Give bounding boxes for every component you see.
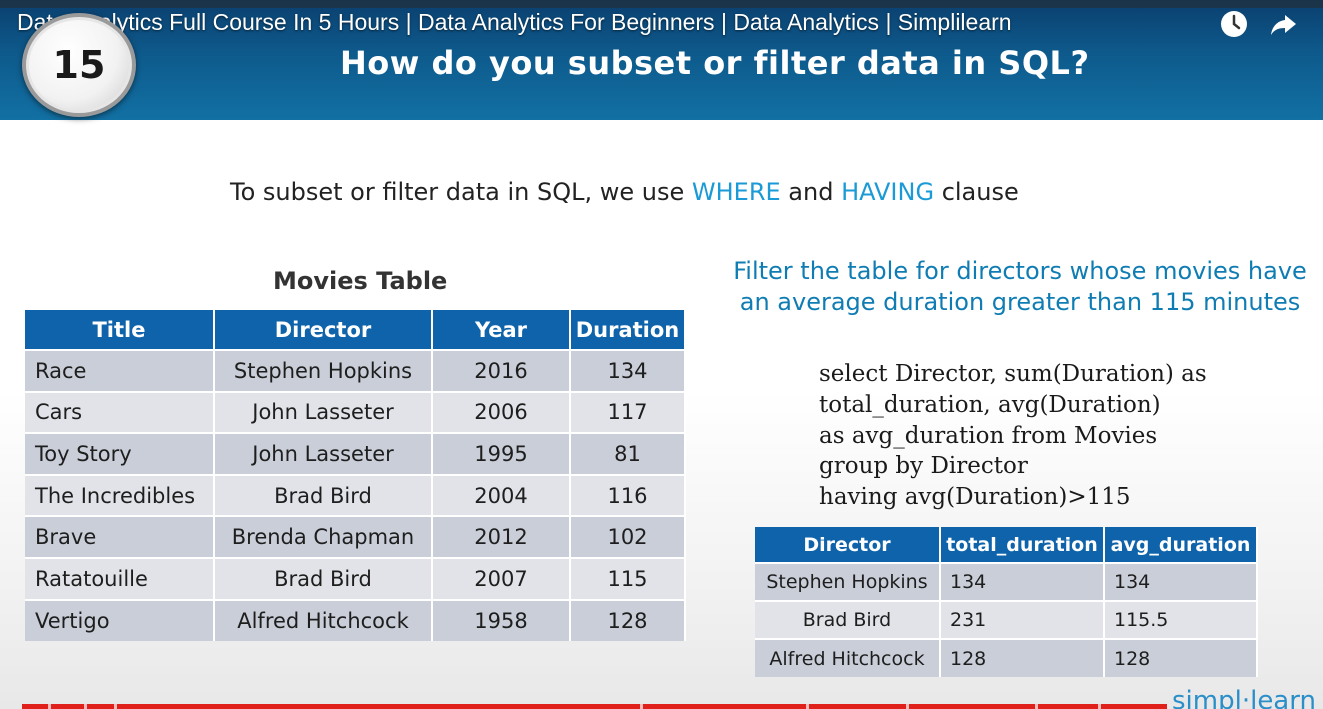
slide-title: How do you subset or filter data in SQL? [340, 44, 1090, 82]
table-row: Stephen Hopkins 134 134 [755, 562, 1258, 601]
cell-director: Stephen Hopkins [755, 562, 941, 601]
table-row: Toy Story John Lasseter 1995 81 [25, 432, 686, 475]
cell-director: Brad Bird [214, 473, 433, 517]
sql-line: select Director, sum(Duration) as [819, 361, 1207, 387]
column-header: Director [214, 310, 433, 350]
cell-year: 2004 [432, 473, 571, 517]
table-row: Alfred Hitchcock 128 128 [755, 638, 1258, 677]
share-icon[interactable] [1266, 7, 1300, 41]
cell-total-duration: 231 [940, 600, 1105, 639]
column-header: Director [755, 527, 941, 563]
chapter-marker [114, 704, 117, 709]
chapter-marker [1035, 704, 1038, 709]
cell-avg-duration: 128 [1104, 638, 1258, 677]
chapter-marker [48, 704, 51, 709]
intro-middle: and [780, 178, 842, 206]
sql-line: total_duration, avg(Duration) [819, 391, 1161, 418]
cell-year: 2006 [432, 390, 571, 434]
sql-line: group by Director [819, 453, 1028, 480]
keyword-having: HAVING [841, 178, 935, 206]
cell-director: Alfred Hitchcock [214, 598, 433, 642]
table-row: Vertigo Alfred Hitchcock 1958 128 [25, 598, 686, 642]
cell-title: Ratatouille [25, 556, 215, 600]
cell-title: Cars [25, 390, 215, 434]
cell-year: 2012 [432, 515, 571, 558]
cell-year: 1958 [432, 598, 571, 642]
sql-query: select Director, sum(Duration) as total_d… [819, 359, 1207, 513]
result-header-row: Director total_duration avg_duration [755, 527, 1258, 563]
table-row: Brad Bird 231 115.5 [755, 600, 1258, 639]
sql-line: having avg(Duration)>115 [819, 484, 1131, 511]
cell-year: 1995 [432, 432, 571, 475]
cell-year: 2016 [432, 349, 571, 392]
cell-duration: 134 [570, 349, 686, 392]
intro-before: To subset or filter data in SQL, we use [230, 178, 692, 206]
result-table: Director total_duration avg_duration Ste… [755, 527, 1258, 677]
cell-director: John Lasseter [214, 432, 433, 475]
cell-total-duration: 134 [940, 562, 1105, 601]
cell-director: Alfred Hitchcock [755, 638, 941, 677]
intro-text: To subset or filter data in SQL, we use … [230, 178, 1019, 206]
cell-avg-duration: 115.5 [1104, 600, 1258, 639]
table-row: Race Stephen Hopkins 2016 134 [25, 349, 686, 392]
table-row: Ratatouille Brad Bird 2007 115 [25, 556, 686, 600]
chapter-marker [84, 704, 87, 709]
column-header: Duration [570, 310, 686, 350]
cell-director: Brad Bird [755, 600, 941, 639]
column-header: Year [432, 310, 571, 350]
cell-duration: 128 [570, 598, 686, 642]
cell-year: 2007 [432, 556, 571, 600]
chapter-marker [806, 704, 809, 709]
table-row: The Incredibles Brad Bird 2004 116 [25, 473, 686, 517]
column-header: Title [25, 310, 215, 350]
table-row: Cars John Lasseter 2006 117 [25, 390, 686, 434]
video-overlay-bar [0, 0, 1323, 8]
cell-duration: 117 [570, 390, 686, 434]
cell-duration: 102 [570, 515, 686, 558]
sql-line: as avg_duration from Movies [819, 422, 1158, 449]
cell-title: Toy Story [25, 432, 215, 475]
column-header: total_duration [940, 527, 1105, 563]
slide-number-badge: 15 [22, 13, 136, 117]
cell-title: The Incredibles [25, 473, 215, 517]
column-header: avg_duration [1104, 527, 1258, 563]
video-progress-bar[interactable] [22, 704, 1167, 709]
slide-number: 15 [52, 43, 106, 87]
table-row: Brave Brenda Chapman 2012 102 [25, 515, 686, 558]
movies-table-caption: Movies Table [273, 267, 448, 295]
movies-table: Title Director Year Duration Race Stephe… [25, 310, 686, 642]
cell-duration: 81 [570, 432, 686, 475]
movies-header-row: Title Director Year Duration [25, 310, 686, 350]
cell-duration: 115 [570, 556, 686, 600]
cell-director: Stephen Hopkins [214, 349, 433, 392]
clock-icon[interactable] [1217, 7, 1251, 41]
chapter-marker [1098, 704, 1101, 709]
chapter-marker [906, 704, 909, 709]
slide-header [0, 0, 1323, 120]
cell-director: Brenda Chapman [214, 515, 433, 558]
cell-title: Vertigo [25, 598, 215, 642]
cell-avg-duration: 134 [1104, 562, 1258, 601]
filter-heading: Filter the table for directors whose mov… [733, 257, 1307, 316]
chapter-marker [640, 704, 643, 709]
keyword-where: WHERE [691, 178, 781, 206]
cell-duration: 116 [570, 473, 686, 517]
cell-director: John Lasseter [214, 390, 433, 434]
cell-director: Brad Bird [214, 556, 433, 600]
cell-title: Brave [25, 515, 215, 558]
video-title[interactable]: Data Analytics Full Course In 5 Hours | … [17, 9, 1012, 35]
brand-logo: simpl·learn [1172, 686, 1316, 709]
cell-title: Race [25, 349, 215, 392]
cell-total-duration: 128 [940, 638, 1105, 677]
intro-after: clause [934, 178, 1019, 206]
